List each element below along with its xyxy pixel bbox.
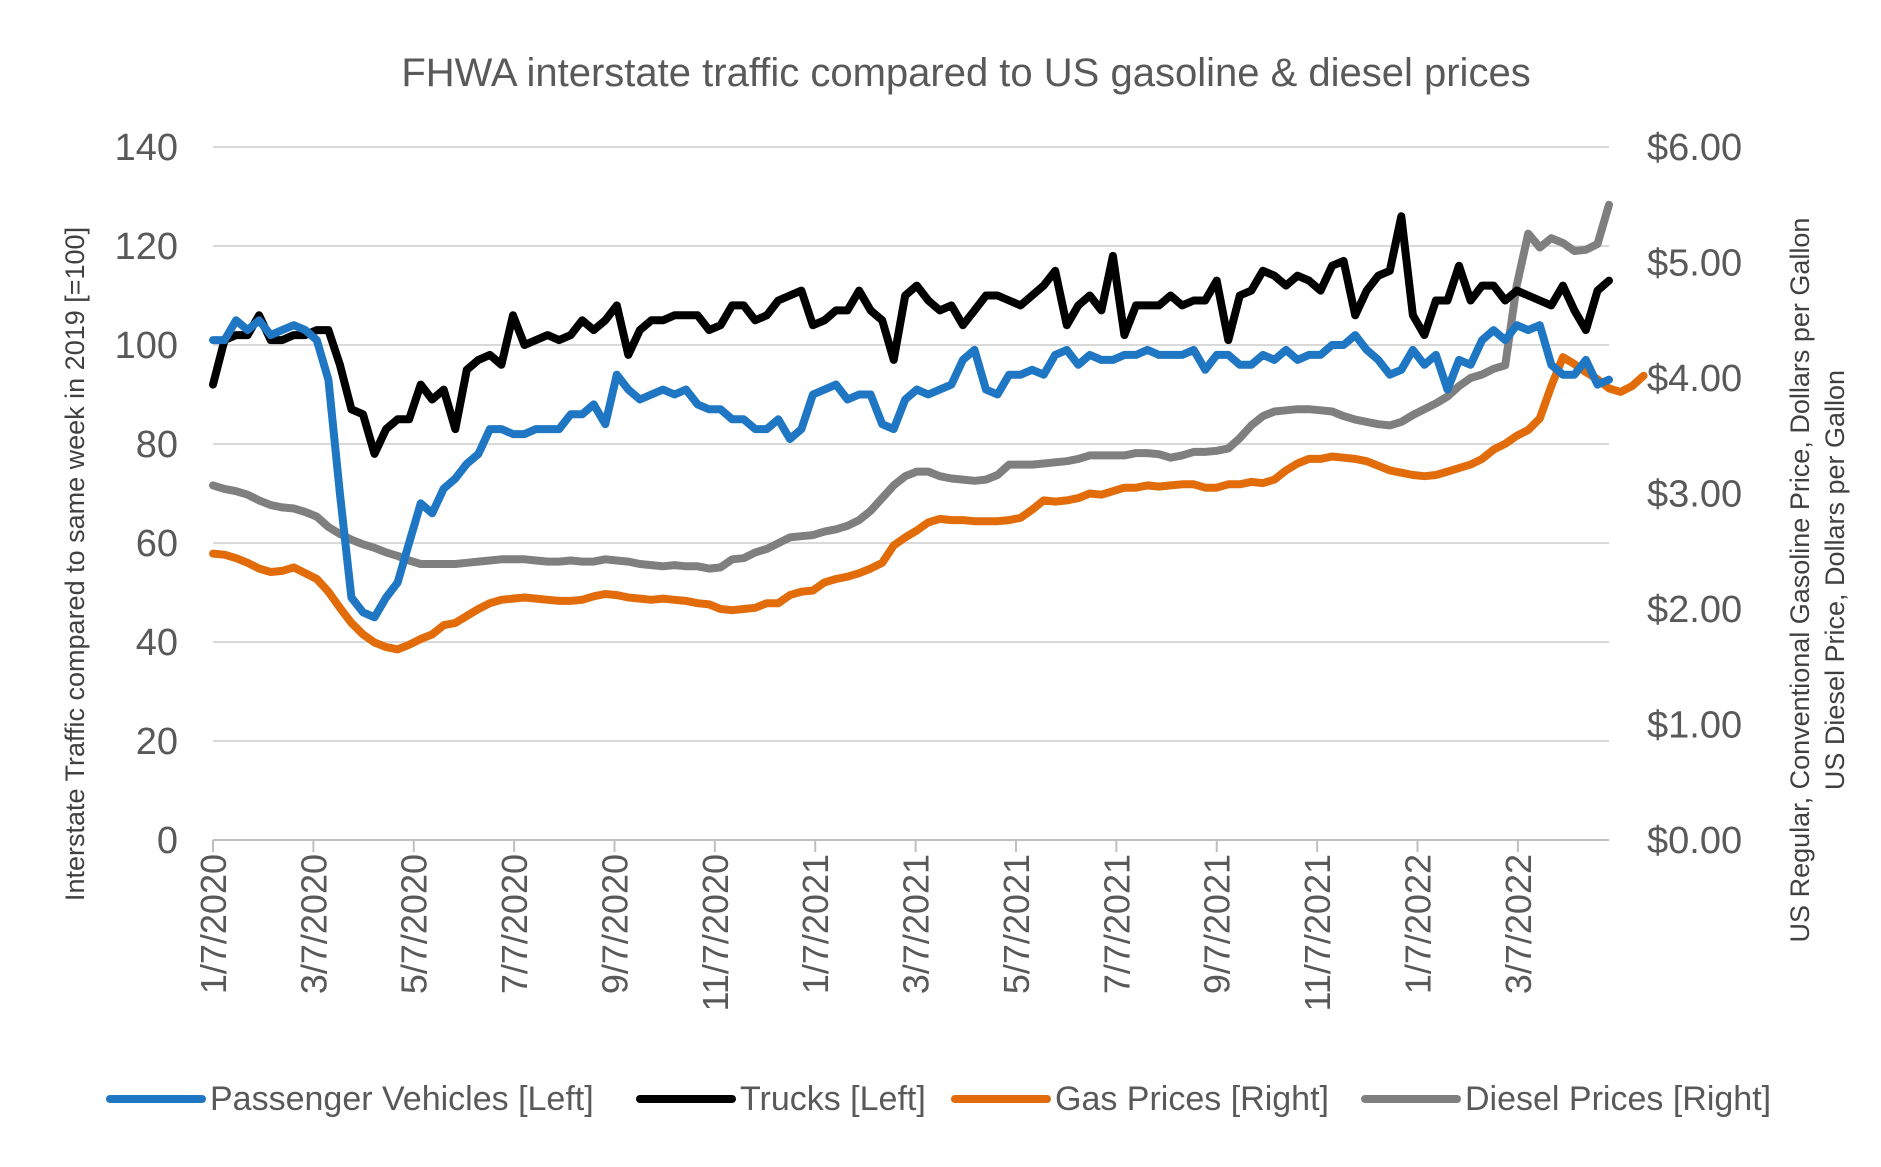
right-tick-label: $5.00 — [1647, 243, 1742, 285]
right-tick-label: $4.00 — [1647, 358, 1742, 400]
series-line-passenger — [209, 316, 1613, 622]
legend: Passenger Vehicles [Left] Trucks [Left] Ga… — [106, 1080, 1771, 1118]
x-tick-label: 1/7/2020 — [193, 854, 234, 994]
left-tick-label: 140 — [115, 127, 178, 169]
x-tick-label: 7/7/2020 — [494, 854, 535, 994]
x-tick-label: 3/7/2020 — [293, 854, 334, 994]
x-tick-label: 3/7/2021 — [896, 854, 937, 994]
right-axis-title-gas: US Regular, Conventional Gasoline Price,… — [1785, 218, 1815, 943]
right-tick-label: $1.00 — [1647, 705, 1742, 747]
x-tick-label: 1/7/2021 — [795, 854, 836, 994]
x-tick-label: 11/7/2021 — [1297, 854, 1338, 1011]
legend-label: Diesel Prices [Right] — [1465, 1080, 1771, 1118]
x-tick-label: 3/7/2022 — [1498, 854, 1539, 994]
x-tick-label: 7/7/2021 — [1096, 854, 1137, 994]
right-axis-title-diesel: US Diesel Price, Dollars per Gallon — [1820, 370, 1850, 790]
gridlines — [213, 146, 1609, 841]
chart-title: FHWA interstate traffic compared to US g… — [401, 51, 1530, 95]
left-tick-label: 80 — [136, 424, 178, 466]
x-tick-label: 5/7/2021 — [996, 854, 1037, 994]
series-lines — [209, 200, 1648, 654]
series-line-gas — [209, 353, 1648, 654]
right-y-axis-ticks: $0.00 $1.00 $2.00 $3.00 $4.00 $5.00 $6.00 — [1647, 127, 1742, 862]
x-tick-label: 1/7/2022 — [1397, 854, 1438, 994]
x-tick-label: 9/7/2020 — [594, 854, 635, 994]
left-y-axis-ticks: 0 20 40 60 80 100 120 140 — [115, 127, 178, 862]
legend-label: Gas Prices [Right] — [1055, 1080, 1329, 1118]
left-tick-label: 0 — [157, 820, 178, 862]
x-tick-label: 5/7/2020 — [394, 854, 435, 994]
right-tick-label: $0.00 — [1647, 820, 1742, 862]
right-tick-label: $6.00 — [1647, 127, 1742, 169]
left-tick-label: 40 — [136, 622, 178, 664]
right-tick-label: $3.00 — [1647, 474, 1742, 516]
x-tick-label: 11/7/2020 — [695, 854, 736, 1011]
legend-label: Trucks [Left] — [740, 1080, 926, 1118]
legend-label: Passenger Vehicles [Left] — [210, 1080, 594, 1118]
series-line-trucks — [209, 212, 1613, 458]
left-axis-title: Interstate Traffic compared to same week… — [60, 227, 90, 901]
x-tick-label: 9/7/2021 — [1197, 854, 1238, 994]
left-tick-label: 20 — [136, 721, 178, 763]
left-tick-label: 60 — [136, 523, 178, 565]
left-tick-label: 120 — [115, 226, 178, 268]
x-axis-ticks: 1/7/2020 3/7/2020 5/7/2020 7/7/2020 9/7/2020… — [193, 840, 1539, 1011]
left-tick-label: 100 — [115, 325, 178, 367]
series-line-diesel — [209, 200, 1613, 573]
right-tick-label: $2.00 — [1647, 589, 1742, 631]
